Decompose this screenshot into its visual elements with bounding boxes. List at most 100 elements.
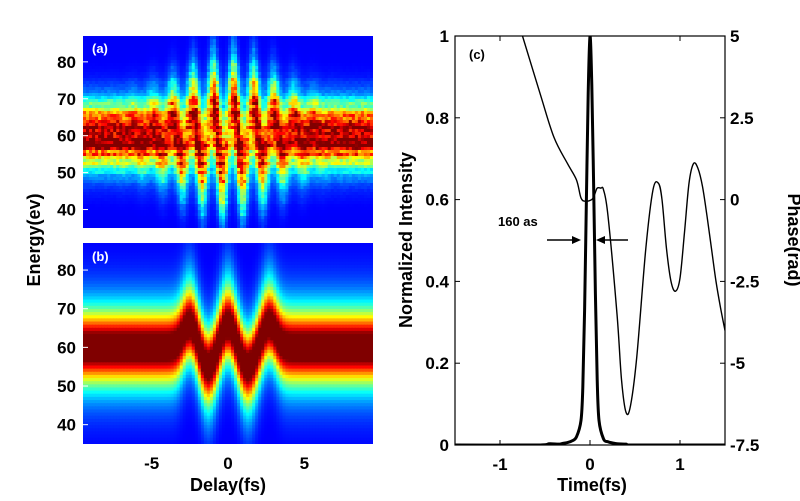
heatmap-cell [125, 153, 129, 157]
heatmap-cell [312, 111, 317, 115]
heatmap-cell [318, 117, 323, 121]
heatmap-cell [167, 150, 172, 154]
heatmap-cell [200, 72, 205, 76]
heatmap-cell [267, 183, 271, 187]
heatmap-cell [92, 75, 96, 79]
heatmap-cell [315, 36, 320, 40]
heatmap-cell [318, 78, 323, 82]
heatmap-cell [209, 69, 214, 73]
heatmap-cell [294, 69, 299, 73]
heatmap-cell [161, 159, 166, 163]
heatmap-cell [288, 63, 293, 67]
heatmap-cell [360, 78, 365, 82]
heatmap-cell [339, 63, 344, 67]
heatmap-cell [86, 105, 90, 109]
heatmap-cell [146, 186, 151, 190]
heatmap-cell [258, 171, 262, 175]
heatmap-cell [294, 57, 299, 61]
heatmap-cell [212, 48, 217, 52]
heatmap-cell [234, 42, 238, 46]
heatmap-cell [354, 90, 359, 94]
heatmap-cell [206, 132, 211, 136]
heatmap-cell [170, 180, 175, 184]
heatmap-cell [95, 189, 99, 193]
heatmap-cell [249, 90, 253, 94]
heatmap-cell [131, 84, 135, 88]
heatmap-cell [188, 123, 193, 127]
heatmap-cell [206, 72, 211, 76]
heatmap-cell [197, 96, 202, 100]
heatmap-cell [83, 147, 87, 151]
heatmap-cell [116, 105, 120, 109]
heatmap-cell [360, 129, 365, 133]
heatmap-cell [101, 114, 105, 118]
heatmap-cell [258, 87, 262, 91]
heatmap-cell [179, 117, 184, 121]
heatmap-cell [231, 90, 235, 94]
heatmap-cell [243, 36, 247, 40]
heatmap-cell [339, 66, 344, 70]
heatmap-cell [113, 60, 117, 64]
heatmap-cell [104, 165, 108, 169]
heatmap-cell [173, 60, 178, 64]
heatmap-cell [98, 135, 102, 139]
heatmap-cell [318, 39, 323, 43]
heatmap-cell [215, 135, 220, 139]
heatmap-cell [261, 147, 265, 151]
heatmap-cell [321, 117, 326, 121]
heatmap-cell [243, 165, 247, 169]
heatmap-cell [176, 174, 181, 178]
heatmap-cell [348, 159, 353, 163]
heatmap-cell [297, 54, 302, 58]
heatmap-cell [182, 126, 187, 130]
heatmap-cell [215, 39, 220, 43]
heatmap-cell [191, 135, 196, 139]
heatmap-cell [194, 108, 199, 112]
heatmap-cell [366, 144, 371, 148]
heatmap-cell [182, 69, 187, 73]
heatmap-cell [249, 84, 253, 88]
heatmap-cell [330, 132, 335, 136]
heatmap-cell [209, 99, 214, 103]
heatmap-cell [149, 69, 154, 73]
heatmap-cell [369, 144, 373, 148]
heatmap-cell [203, 72, 208, 76]
heatmap-cell [95, 132, 99, 136]
heatmap-cell [209, 144, 214, 148]
heatmap-cell [282, 69, 286, 73]
heatmap-cell [240, 177, 244, 181]
heatmap-cell [306, 96, 311, 100]
heatmap-cell [221, 63, 226, 67]
heatmap-cell [267, 186, 271, 190]
heatmap-cell [351, 186, 356, 190]
heatmap-cell [164, 45, 169, 49]
heatmap-cell [107, 177, 111, 181]
heatmap-cell [321, 39, 326, 43]
heatmap-cell [149, 78, 154, 82]
heatmap-cell [110, 99, 114, 103]
heatmap-cell [95, 126, 99, 130]
heatmap-cell [206, 117, 211, 121]
heatmap-cell [173, 162, 178, 166]
heatmap-cell [146, 147, 151, 151]
heatmap-cell [336, 123, 341, 127]
heatmap-cell [113, 102, 117, 106]
heatmap-cell [164, 39, 169, 43]
heatmap-cell [167, 174, 172, 178]
heatmap-cell [273, 165, 277, 169]
heatmap-cell [327, 75, 332, 79]
heatmap-cell [324, 162, 329, 166]
heatmap-cell [215, 180, 220, 184]
heatmap-cell [200, 162, 205, 166]
heatmap-cell [98, 117, 102, 121]
heatmap-cell [315, 63, 320, 67]
heatmap-cell [116, 39, 120, 43]
heatmap-cell [89, 90, 93, 94]
heatmap-cell [194, 147, 199, 151]
heatmap-cell [261, 129, 265, 133]
heatmap-cell [95, 105, 99, 109]
heatmap-cell [330, 54, 335, 58]
heatmap-cell [267, 63, 271, 67]
heatmap-cell [89, 48, 93, 52]
heatmap-cell [234, 111, 238, 115]
